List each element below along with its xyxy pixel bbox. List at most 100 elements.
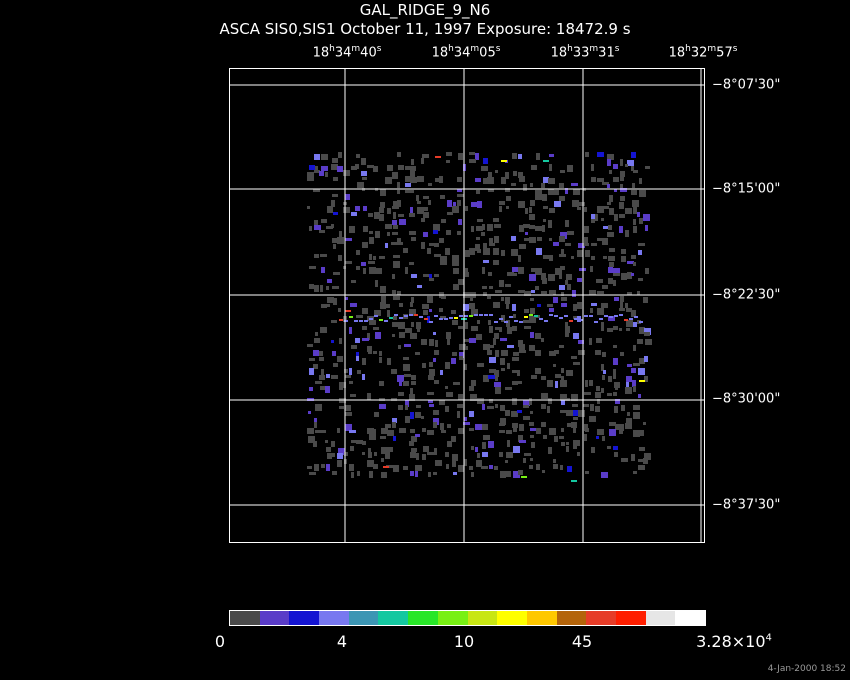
count-pixel [369, 471, 373, 478]
count-pixel [482, 442, 486, 449]
ridge-pixel [409, 314, 413, 316]
count-pixel [483, 435, 490, 440]
count-pixel [589, 290, 596, 295]
count-pixel [631, 255, 636, 259]
count-pixel [385, 304, 390, 308]
count-pixel [428, 472, 431, 477]
count-pixel [633, 170, 638, 173]
count-pixel [380, 202, 385, 208]
count-pixel [373, 256, 376, 260]
count-pixel [465, 322, 468, 329]
count-pixel [381, 447, 387, 454]
count-pixel [393, 225, 398, 229]
count-pixel [561, 249, 564, 255]
count-pixel [512, 153, 517, 159]
count-pixel [559, 345, 564, 348]
count-pixel [626, 308, 632, 312]
count-pixel [559, 196, 565, 201]
count-pixel [373, 327, 379, 330]
count-pixel [307, 176, 314, 181]
colorbar-swatch [556, 611, 587, 625]
count-pixel [422, 363, 426, 368]
count-pixel [573, 446, 577, 449]
ridge-pixel [574, 318, 578, 320]
count-pixel [590, 266, 593, 272]
hot-pixel [435, 156, 441, 158]
count-pixel [644, 453, 651, 460]
count-pixel [397, 200, 401, 207]
count-pixel [476, 334, 482, 340]
count-pixel [633, 219, 636, 225]
count-pixel [441, 219, 446, 223]
count-pixel [471, 202, 478, 207]
ridge-pixel [384, 320, 388, 322]
count-pixel [331, 164, 338, 170]
count-pixel [415, 412, 421, 418]
count-pixel [373, 166, 378, 172]
count-pixel [602, 238, 608, 245]
count-pixel [621, 249, 626, 254]
count-pixel [483, 243, 487, 250]
count-pixel [392, 172, 398, 179]
count-pixel [363, 226, 368, 232]
count-pixel [523, 458, 526, 463]
count-pixel [621, 424, 624, 431]
count-pixel [501, 368, 505, 371]
count-pixel [584, 392, 591, 395]
count-pixel [355, 338, 360, 343]
count-pixel [398, 165, 404, 170]
count-pixel [633, 345, 636, 351]
count-pixel [362, 338, 369, 341]
count-pixel [591, 177, 596, 182]
count-pixel [433, 422, 437, 428]
count-pixel [452, 206, 459, 213]
count-pixel [326, 447, 331, 452]
colorbar-label: 3.28×104 [696, 632, 772, 651]
colorbar-swatch [615, 611, 646, 625]
count-pixel [308, 436, 315, 443]
count-pixel [471, 226, 474, 232]
count-pixel [428, 400, 433, 403]
count-pixel [477, 453, 480, 458]
count-pixel [416, 322, 421, 329]
count-pixel [410, 429, 415, 433]
count-pixel [349, 327, 352, 334]
count-pixel [643, 297, 648, 303]
count-pixel [307, 172, 314, 178]
timestamp: 4-Jan-2000 18:52 [767, 664, 846, 674]
count-pixel [608, 225, 612, 230]
count-pixel [518, 381, 522, 384]
count-pixel [627, 160, 634, 166]
count-pixel [349, 381, 353, 384]
colorbar-swatch [675, 611, 705, 625]
ra-label: 18h33m31s [550, 44, 620, 61]
count-pixel [554, 436, 558, 442]
count-pixel [495, 170, 498, 173]
colorbar-swatch [408, 611, 438, 625]
count-pixel [578, 202, 585, 206]
count-pixel [553, 459, 556, 463]
count-pixel [333, 244, 336, 249]
count-pixel [619, 429, 623, 434]
count-pixel [477, 320, 480, 324]
count-pixel [433, 418, 439, 425]
count-pixel [529, 225, 535, 229]
count-pixel [535, 195, 542, 200]
count-pixel [621, 256, 626, 262]
count-pixel [459, 344, 466, 350]
count-pixel [391, 242, 398, 245]
count-pixel [549, 255, 553, 261]
count-pixel [338, 152, 342, 158]
count-pixel [541, 273, 546, 280]
count-pixel [625, 423, 632, 429]
count-pixel [356, 266, 360, 270]
count-pixel [447, 441, 452, 447]
count-pixel [506, 471, 511, 477]
count-pixel [487, 224, 493, 231]
count-pixel [422, 454, 426, 460]
count-pixel [411, 297, 414, 303]
count-pixel [379, 351, 382, 356]
count-pixel [637, 339, 643, 344]
count-pixel [369, 434, 376, 440]
count-pixel [621, 458, 628, 462]
